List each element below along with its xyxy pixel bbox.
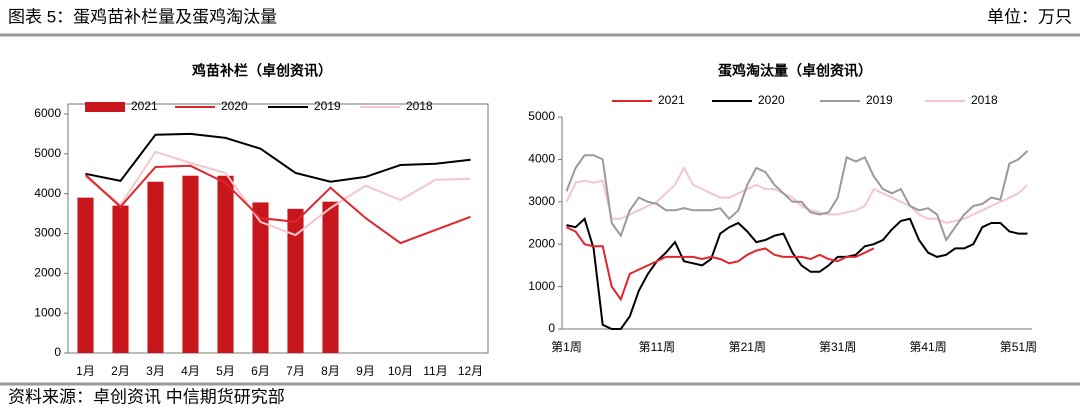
plot-frame <box>67 103 489 354</box>
legend-label: 2019 <box>314 99 341 113</box>
legend-label: 2018 <box>971 93 998 107</box>
chart-title: 鸡苗补栏（卓创资讯） <box>191 63 332 79</box>
legend-label: 2019 <box>866 93 893 107</box>
series-line <box>566 226 875 302</box>
y-tick-label: 1000 <box>34 305 61 319</box>
legend-swatch <box>85 102 125 112</box>
x-tick-label: 11月 <box>423 364 447 378</box>
y-tick-label: 3000 <box>528 194 555 208</box>
legend-label: 2018 <box>406 99 433 113</box>
x-tick-label: 第31周 <box>819 340 856 354</box>
bar <box>217 175 234 353</box>
x-tick-label: 6月 <box>251 364 270 378</box>
x-tick-label: 9月 <box>356 364 375 378</box>
legend-label: 2020 <box>758 93 785 107</box>
series-line <box>84 164 471 245</box>
bar <box>112 205 129 353</box>
chart-title: 蛋鸡淘汰量（卓创资讯） <box>718 63 872 79</box>
y-tick-label: 0 <box>54 345 61 359</box>
unit-label: 单位：万只 <box>987 7 1072 26</box>
y-tick-label: 6000 <box>34 106 61 120</box>
legend-label: 2021 <box>658 93 685 107</box>
y-tick-label: 2000 <box>34 266 61 280</box>
bar <box>287 208 304 353</box>
x-tick-label: 第51周 <box>1000 340 1037 354</box>
x-tick-label: 10月 <box>388 364 413 378</box>
x-tick-label: 2月 <box>111 364 130 378</box>
bar <box>252 202 269 353</box>
y-tick-label: 5000 <box>528 109 555 123</box>
x-tick-label: 3月 <box>146 364 165 378</box>
bar <box>147 181 164 353</box>
series-line <box>84 150 471 237</box>
y-tick-label: 5000 <box>34 146 61 160</box>
x-tick-label: 8月 <box>321 364 340 378</box>
source-note: 资料来源：卓创资讯 中信期货研究部 <box>8 387 285 406</box>
y-tick-label: 4000 <box>528 152 555 166</box>
bar <box>182 175 199 353</box>
series-line <box>85 132 471 183</box>
x-tick-label: 第41周 <box>909 340 946 354</box>
x-tick-label: 4月 <box>181 364 200 378</box>
bar <box>77 197 94 353</box>
x-tick-label: 1月 <box>76 364 95 378</box>
y-tick-label: 1000 <box>528 279 555 293</box>
y-tick-label: 3000 <box>34 226 61 240</box>
x-tick-label: 12月 <box>458 364 483 378</box>
x-tick-label: 第1周 <box>551 340 582 354</box>
y-tick-label: 2000 <box>528 236 555 250</box>
series-line <box>565 150 1029 243</box>
bar <box>322 201 339 353</box>
series-line <box>566 216 1028 330</box>
y-tick-label: 0 <box>548 321 555 335</box>
legend-label: 2020 <box>221 99 248 113</box>
series-line <box>565 165 1029 225</box>
x-tick-label: 7月 <box>286 364 305 378</box>
y-tick-label: 4000 <box>34 186 61 200</box>
figure-title: 图表 5：蛋鸡苗补栏量及蛋鸡淘汰量 <box>8 7 277 26</box>
legend-label: 2021 <box>131 99 158 113</box>
x-tick-label: 第11周 <box>639 340 675 354</box>
x-tick-label: 5月 <box>216 364 235 378</box>
x-tick-label: 第21周 <box>729 340 766 354</box>
